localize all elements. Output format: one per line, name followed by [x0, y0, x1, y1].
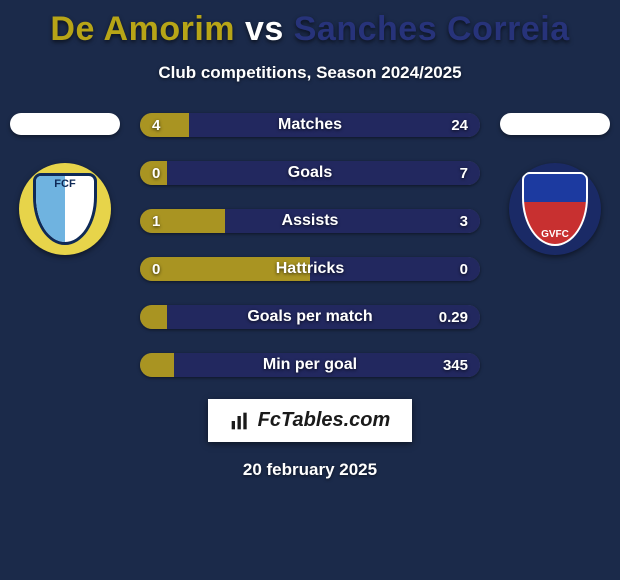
stats-area: FCF GVFC 424Matches 07Goals 13Assists 00Hat…	[0, 113, 620, 377]
footer-date: 20 february 2025	[243, 460, 377, 480]
player-right-name-pill	[500, 113, 610, 135]
title-right-name: Sanches Correia	[294, 10, 570, 48]
stat-bar-right	[174, 353, 480, 377]
stat-bar-left	[140, 353, 174, 377]
crest-right-label: GVFC	[524, 229, 586, 240]
stat-row: 0.29Goals per match	[140, 305, 480, 329]
bar-chart-icon	[230, 411, 250, 431]
branding-badge: FcTables.com	[208, 399, 413, 442]
stat-bar-left	[140, 113, 189, 137]
stat-row: 07Goals	[140, 161, 480, 185]
shield-icon: GVFC	[522, 172, 588, 246]
title-left-name: De Amorim	[50, 10, 235, 48]
stat-row: 13Assists	[140, 209, 480, 233]
title-vs: vs	[245, 10, 284, 48]
stat-bar-left	[140, 161, 167, 185]
stat-row: 00Hattricks	[140, 257, 480, 281]
stat-row: 345Min per goal	[140, 353, 480, 377]
content-root: De Amorim vs Sanches Correia Club compet…	[0, 0, 620, 580]
stat-bar-right	[189, 113, 480, 137]
stat-bars: 424Matches 07Goals 13Assists 00Hattricks 0.2…	[140, 113, 480, 377]
stat-bar-right	[167, 161, 480, 185]
subtitle: Club competitions, Season 2024/2025	[158, 63, 461, 83]
club-crest-left: FCF	[19, 163, 111, 255]
club-crest-right: GVFC	[509, 163, 601, 255]
player-left-side: FCF	[10, 113, 120, 255]
shield-icon: FCF	[33, 173, 97, 245]
stat-bar-left	[140, 257, 310, 281]
stat-bar-right	[310, 257, 480, 281]
stat-bar-left	[140, 209, 225, 233]
stat-bar-left	[140, 305, 167, 329]
stat-bar-right	[167, 305, 480, 329]
crest-left-label: FCF	[36, 178, 94, 190]
branding-text: FcTables.com	[258, 409, 391, 432]
player-left-name-pill	[10, 113, 120, 135]
player-right-side: GVFC	[500, 113, 610, 255]
page-title: De Amorim vs Sanches Correia	[50, 10, 569, 49]
stat-bar-right	[225, 209, 480, 233]
stat-row: 424Matches	[140, 113, 480, 137]
